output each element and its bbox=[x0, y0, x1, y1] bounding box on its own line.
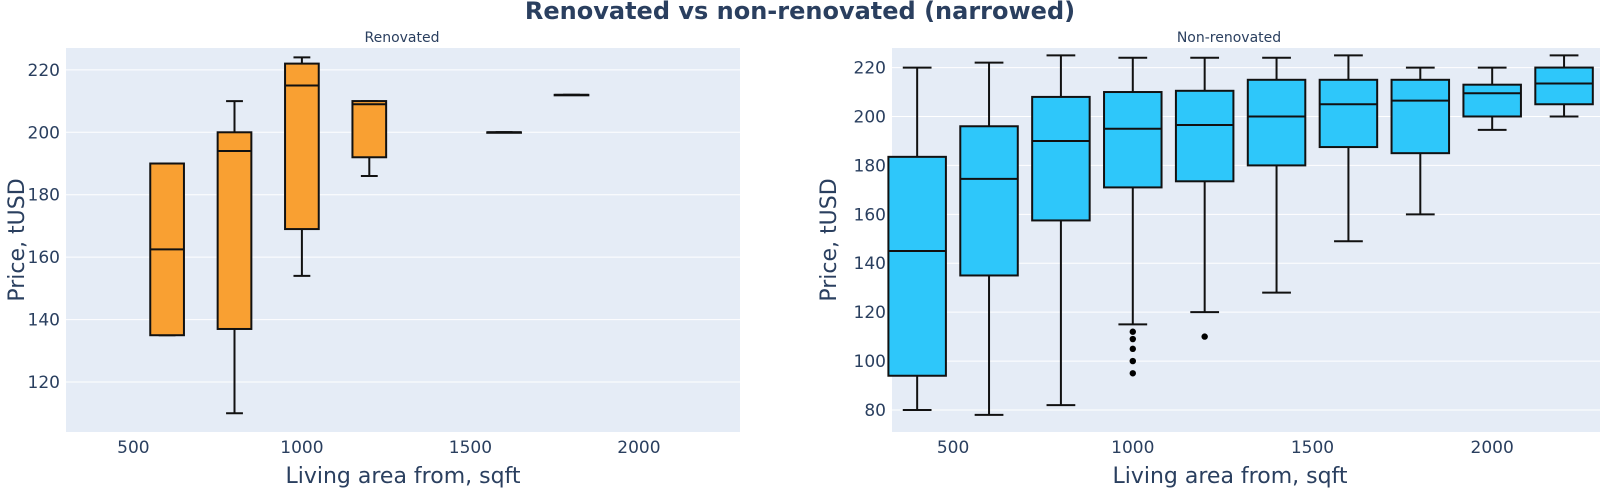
renovated-x-axis-label: Living area from, sqft bbox=[285, 464, 520, 489]
non-renovated-y-tick-label: 100 bbox=[854, 352, 886, 372]
non-renovated-x-ticks: 500 1000 1500 2000 bbox=[937, 438, 1514, 458]
box-iqr bbox=[1031, 95, 1091, 222]
non-renovated-box-group bbox=[1318, 54, 1379, 243]
renovated-box-group bbox=[553, 93, 590, 97]
box-iqr bbox=[1103, 91, 1163, 189]
outlier-point bbox=[1129, 335, 1136, 343]
box-iqr bbox=[1462, 83, 1522, 118]
renovated-y-tick-label: 220 bbox=[28, 61, 60, 81]
renovated-x-tick-label: 500 bbox=[117, 438, 149, 458]
non-renovated-boxes bbox=[887, 54, 1594, 416]
non-renovated-box-group bbox=[1103, 56, 1163, 377]
non-renovated-x-tick-label: 1000 bbox=[1111, 438, 1154, 458]
non-renovated-y-tick-label: 180 bbox=[854, 156, 886, 176]
outlier-point bbox=[1201, 333, 1208, 340]
renovated-box-group bbox=[486, 131, 522, 134]
outlier-point bbox=[1129, 328, 1136, 335]
box-iqr bbox=[284, 62, 320, 231]
non-renovated-box-group bbox=[1246, 56, 1307, 294]
renovated-box-group bbox=[216, 100, 253, 415]
renovated-subplot-title: Renovated bbox=[364, 30, 439, 46]
box-iqr bbox=[959, 125, 1019, 277]
non-renovated-y-tick-label: 80 bbox=[864, 401, 886, 421]
renovated-x-tick-label: 1500 bbox=[449, 438, 492, 458]
non-renovated-y-axis-label: Price, tUSD bbox=[817, 178, 842, 301]
outlier-point bbox=[1129, 370, 1136, 377]
renovated-box-group bbox=[351, 100, 388, 177]
renovated-x-ticks: 500 1000 1500 2000 bbox=[117, 438, 660, 458]
non-renovated-panel: Non-renovated 500 1000 1500 2000 80 100 120 14… bbox=[817, 30, 1600, 489]
box-iqr bbox=[351, 100, 388, 159]
box-iqr bbox=[1246, 78, 1307, 167]
box-iqr bbox=[1174, 89, 1235, 183]
non-renovated-y-tick-label: 140 bbox=[854, 254, 886, 274]
box-iqr bbox=[1318, 78, 1379, 149]
renovated-y-tick-label: 200 bbox=[28, 123, 60, 143]
non-renovated-y-ticks: 80 100 120 140 160 180 200 220 bbox=[854, 59, 886, 421]
non-renovated-y-tick-label: 200 bbox=[854, 107, 886, 127]
non-renovated-y-tick-label: 160 bbox=[854, 205, 886, 225]
non-renovated-x-tick-label: 2000 bbox=[1471, 438, 1514, 458]
non-renovated-box-group bbox=[959, 61, 1019, 416]
renovated-y-tick-label: 140 bbox=[28, 311, 60, 331]
renovated-boxes bbox=[149, 56, 590, 415]
renovated-x-tick-label: 2000 bbox=[617, 438, 660, 458]
non-renovated-box-group bbox=[1031, 54, 1091, 407]
renovated-box-group bbox=[149, 162, 185, 337]
box-iqr bbox=[887, 155, 947, 377]
non-renovated-box-group bbox=[1462, 66, 1522, 131]
renovated-box-group bbox=[284, 56, 320, 277]
non-renovated-x-tick-label: 1500 bbox=[1291, 438, 1334, 458]
non-renovated-x-axis-label: Living area from, sqft bbox=[1112, 464, 1347, 489]
non-renovated-box-group bbox=[1174, 56, 1235, 340]
outlier-point bbox=[1129, 357, 1136, 365]
non-renovated-y-tick-label: 120 bbox=[854, 303, 886, 323]
box-iqr bbox=[1534, 66, 1594, 106]
box-iqr bbox=[216, 131, 253, 330]
renovated-y-tick-label: 160 bbox=[28, 248, 60, 268]
non-renovated-box-group bbox=[887, 66, 947, 411]
non-renovated-box-group bbox=[1390, 66, 1451, 216]
non-renovated-y-tick-label: 220 bbox=[854, 59, 886, 79]
box-iqr bbox=[1390, 78, 1451, 155]
renovated-y-ticks: 120 140 160 180 200 220 bbox=[28, 61, 60, 393]
renovated-y-tick-label: 180 bbox=[28, 186, 60, 206]
outlier-point bbox=[1129, 345, 1136, 353]
figure-title: Renovated vs non-renovated (narrowed) bbox=[525, 0, 1075, 25]
renovated-y-tick-label: 120 bbox=[28, 373, 60, 393]
renovated-x-tick-label: 1000 bbox=[280, 438, 323, 458]
renovated-y-axis-label: Price, tUSD bbox=[5, 178, 30, 301]
non-renovated-x-tick-label: 500 bbox=[937, 438, 969, 458]
non-renovated-subplot-title: Non-renovated bbox=[1177, 30, 1281, 46]
renovated-panel: Renovated 500 1000 1500 2000 120 140 160 180 20… bbox=[5, 30, 740, 489]
non-renovated-box-group bbox=[1534, 54, 1594, 118]
